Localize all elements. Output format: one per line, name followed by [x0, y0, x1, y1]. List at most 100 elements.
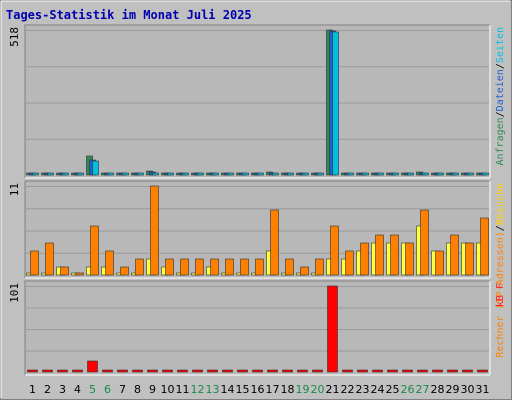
- y-scale-label: 11: [8, 183, 21, 196]
- bar-kb-kb-f-day-13: [207, 369, 218, 373]
- bar-visits-rechner-ip-adressen--day-17: [270, 209, 279, 276]
- x-tick-label-day-5: 5: [89, 383, 96, 396]
- bar-kb-kb-f-day-3: [57, 369, 68, 373]
- y-scale-label: 101: [8, 283, 21, 303]
- x-tick-label-day-2: 2: [44, 383, 51, 396]
- bar-hits-seiten-day-24: [377, 172, 384, 176]
- bar-visits-rechner-ip-adressen--day-18: [285, 258, 294, 276]
- x-tick-label-day-24: 24: [371, 383, 385, 396]
- bar-visits-rechner-ip-adressen--day-29: [450, 234, 459, 276]
- bar-visits-rechner-ip-adressen--day-19: [300, 266, 309, 276]
- x-tick-label-day-30: 30: [461, 383, 475, 396]
- x-tick-label-day-20: 20: [311, 383, 325, 396]
- bar-hits-seiten-day-25: [392, 172, 399, 176]
- x-tick-label-day-18: 18: [281, 383, 295, 396]
- x-tick-label-day-1: 1: [29, 383, 36, 396]
- bar-hits-seiten-day-16: [257, 172, 264, 176]
- bar-kb-kb-f-day-11: [177, 369, 188, 373]
- x-tick-label-day-7: 7: [119, 383, 126, 396]
- bar-kb-kb-f-day-30: [462, 369, 473, 373]
- chart-title: Tages-Statistik im Monat Juli 2025: [6, 8, 252, 22]
- x-tick-label-day-22: 22: [341, 383, 355, 396]
- bar-visits-rechner-ip-adressen--day-22: [345, 250, 354, 276]
- bar-visits-rechner-ip-adressen--day-24: [375, 234, 384, 276]
- bar-visits-rechner-ip-adressen--day-15: [240, 258, 249, 276]
- bar-hits-seiten-day-14: [227, 172, 234, 176]
- bar-visits-rechner-ip-adressen--day-27: [420, 209, 429, 276]
- x-tick-label-day-17: 17: [266, 383, 280, 396]
- x-tick-label-day-11: 11: [176, 383, 190, 396]
- bar-kb-kb-f-day-15: [237, 369, 248, 373]
- bar-hits-seiten-day-28: [437, 172, 444, 176]
- x-tick-label-day-21: 21: [326, 383, 340, 396]
- x-tick-label-day-26: 26: [401, 383, 415, 396]
- bar-kb-kb-f-day-10: [162, 369, 173, 373]
- bar-visits-rechner-ip-adressen--day-12: [195, 258, 204, 276]
- bar-kb-kb-f-day-16: [252, 369, 263, 373]
- bar-visits-rechner-ip-adressen--day-9: [150, 185, 159, 276]
- bar-visits-rechner-ip-adressen--day-11: [180, 258, 189, 276]
- legend-text: Rechner (IP-Adressen): [495, 231, 506, 357]
- bar-hits-seiten-day-3: [62, 172, 69, 176]
- bar-hits-seiten-day-19: [302, 172, 309, 176]
- legend-text: Anfragen: [495, 117, 506, 165]
- bar-kb-kb-f-day-9: [147, 369, 158, 373]
- x-tick-label-day-29: 29: [446, 383, 460, 396]
- bar-hits-seiten-day-20: [317, 172, 324, 176]
- x-tick-label-day-27: 27: [416, 383, 430, 396]
- x-tick-label-day-15: 15: [236, 383, 250, 396]
- panel-kb: 101 kB F: [8, 280, 506, 376]
- bar-kb-kb-f-day-8: [132, 369, 143, 373]
- bar-visits-rechner-ip-adressen--day-4: [75, 272, 84, 276]
- bar-hits-seiten-day-29: [452, 172, 459, 176]
- bar-visits-rechner-ip-adressen--day-3: [60, 266, 69, 276]
- bar-hits-seiten-day-15: [242, 172, 249, 176]
- bar-visits-rechner-ip-adressen--day-25: [390, 234, 399, 276]
- panel-background: [24, 280, 491, 376]
- bar-hits-seiten-day-8: [137, 172, 144, 176]
- bar-kb-kb-f-day-12: [192, 369, 203, 373]
- series-legend-label: Anfragen/Dateien/Seiten: [495, 27, 506, 166]
- bar-visits-rechner-ip-adressen--day-16: [255, 258, 264, 276]
- legend-text: Seiten: [495, 27, 506, 63]
- bar-kb-kb-f-day-31: [477, 369, 488, 373]
- panel-visits: 11 Rechner (IP-Adressen)/Besuche: [8, 180, 506, 358]
- series-legend-label: kB F: [495, 283, 506, 307]
- bar-visits-rechner-ip-adressen--day-7: [120, 266, 129, 276]
- series-legend-label: Rechner (IP-Adressen)/Besuche: [495, 183, 506, 358]
- x-tick-label-day-16: 16: [251, 383, 265, 396]
- panel-background: [24, 24, 491, 179]
- bar-hits-seiten-day-13: [212, 172, 219, 176]
- x-tick-label-day-6: 6: [104, 383, 111, 396]
- bar-kb-kb-f-day-2: [42, 369, 53, 373]
- bar-visits-rechner-ip-adressen--day-2: [45, 242, 54, 276]
- x-tick-label-day-25: 25: [386, 383, 400, 396]
- bar-visits-rechner-ip-adressen--day-26: [405, 242, 414, 276]
- bar-kb-kb-f-day-21: [327, 285, 338, 373]
- bar-hits-seiten-day-9: [152, 172, 159, 176]
- x-tick-label-day-13: 13: [206, 383, 220, 396]
- bar-hits-seiten-day-1: [32, 172, 39, 176]
- bar-kb-kb-f-day-20: [312, 369, 323, 373]
- bar-hits-seiten-day-31: [482, 172, 489, 176]
- bar-visits-rechner-ip-adressen--day-6: [105, 250, 114, 276]
- bar-hits-seiten-day-5: [92, 160, 99, 176]
- x-tick-label-day-19: 19: [296, 383, 310, 396]
- x-tick-label-day-8: 8: [134, 383, 141, 396]
- bar-visits-rechner-ip-adressen--day-31: [480, 217, 489, 276]
- bar-hits-seiten-day-27: [422, 172, 429, 176]
- bar-hits-seiten-day-18: [287, 172, 294, 176]
- bar-hits-seiten-day-4: [77, 172, 84, 176]
- legend-text: Dateien: [495, 69, 506, 111]
- bar-kb-kb-f-day-27: [417, 369, 428, 373]
- bar-visits-rechner-ip-adressen--day-5: [90, 225, 99, 276]
- legend-text: /: [495, 111, 506, 117]
- bar-visits-rechner-ip-adressen--day-21: [330, 225, 339, 276]
- legend-text: Besuche: [495, 183, 506, 225]
- bar-visits-rechner-ip-adressen--day-20: [315, 258, 324, 276]
- x-tick-label-day-9: 9: [149, 383, 156, 396]
- bar-kb-kb-f-day-7: [117, 369, 128, 373]
- bar-visits-rechner-ip-adressen--day-14: [225, 258, 234, 276]
